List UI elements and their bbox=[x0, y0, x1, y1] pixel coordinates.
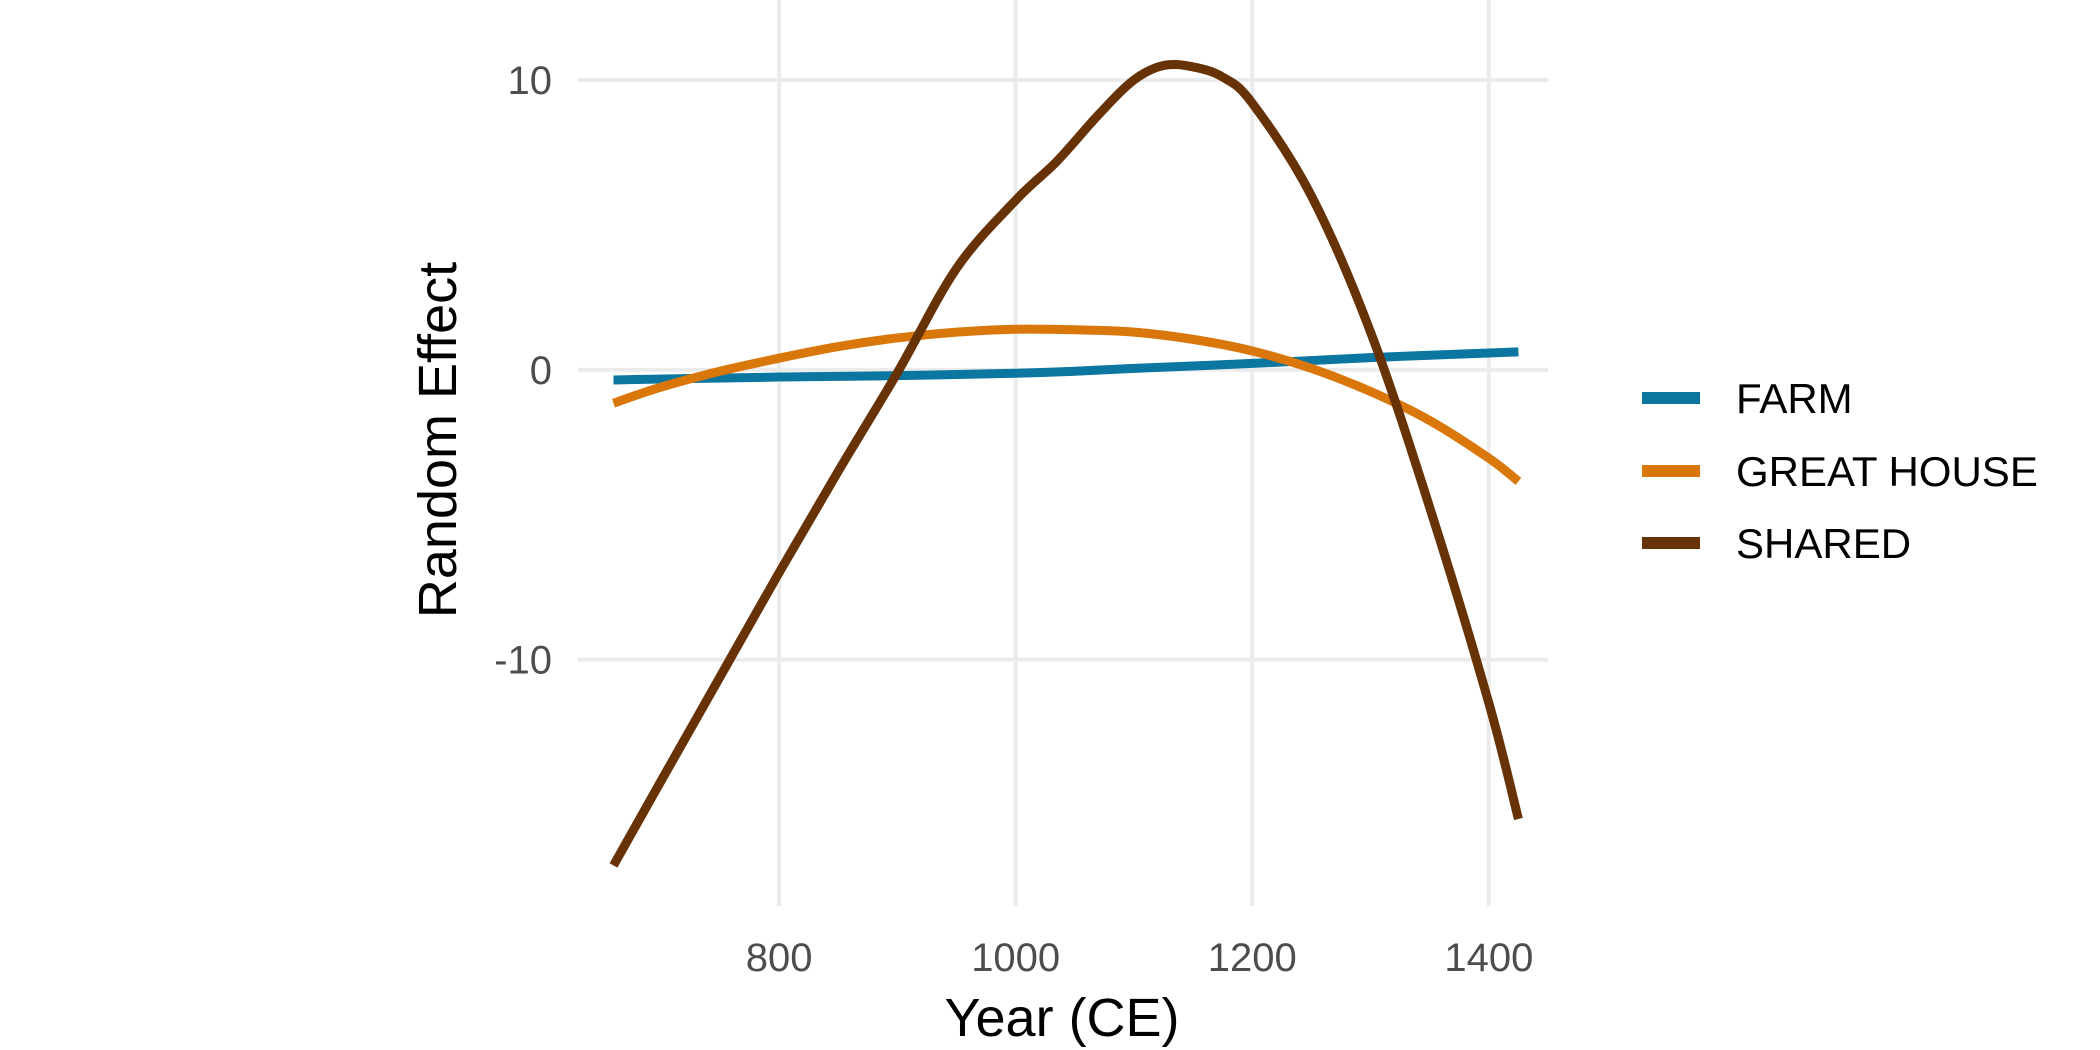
x-tick-label: 1200 bbox=[1208, 936, 1297, 980]
series-line-shared bbox=[609, 59, 1523, 868]
y-tick-label: -10 bbox=[494, 639, 552, 683]
series-line-farm bbox=[613, 347, 1519, 385]
y-tick-label: 10 bbox=[508, 59, 553, 103]
y-axis-ticks: -10 0 10 bbox=[494, 59, 552, 683]
series-line-great-house bbox=[612, 324, 1522, 485]
x-tick-label: 1400 bbox=[1444, 936, 1533, 980]
series-lines bbox=[609, 59, 1523, 868]
legend-label-farm: FARM bbox=[1736, 375, 1853, 422]
grid bbox=[578, 0, 1548, 906]
legend: FARM GREAT HOUSE SHARED bbox=[1642, 375, 2038, 567]
x-tick-label: 1000 bbox=[971, 936, 1060, 980]
y-axis-title: Random Effect bbox=[408, 262, 468, 618]
legend-label-shared: SHARED bbox=[1736, 520, 1911, 567]
legend-label-great-house: GREAT HOUSE bbox=[1736, 448, 2038, 495]
x-axis-ticks: 800 1000 1200 1400 bbox=[746, 936, 1534, 980]
y-tick-label: 0 bbox=[530, 349, 552, 393]
x-tick-label: 800 bbox=[746, 936, 813, 980]
x-axis-title: Year (CE) bbox=[944, 988, 1179, 1048]
